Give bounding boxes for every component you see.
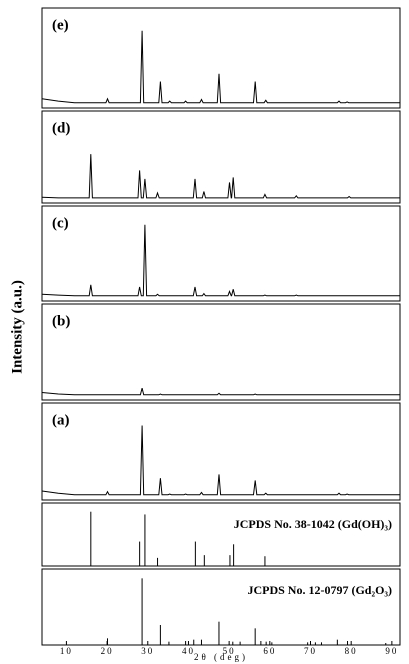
panel-label: (a)	[52, 412, 70, 428]
panel-frame	[41, 402, 401, 501]
x-tick-label: 60	[263, 646, 276, 656]
x-tick-label: 70	[304, 646, 317, 656]
x-tick-label: 40	[182, 646, 195, 656]
xrd-pattern	[41, 387, 400, 396]
panel-frame	[41, 568, 401, 646]
xrd-pattern	[41, 224, 400, 297]
panel-frame	[41, 205, 401, 302]
reference-label: JCPDS No. 12-0797 (Gd₂O₃)	[247, 583, 392, 597]
x-tick-label: 90	[385, 646, 398, 656]
xrd-pattern	[41, 154, 400, 199]
x-tick-label: 50	[223, 646, 236, 656]
xrd-pattern	[41, 425, 400, 496]
x-tick-label: 80	[345, 646, 358, 656]
reference-label: JCPDS No. 38-1042 (Gd(OH)₃)	[234, 517, 392, 531]
x-tick-label: 30	[141, 646, 154, 656]
panel-frame	[41, 303, 401, 401]
x-axis-label: 2θ (deg)	[194, 652, 248, 662]
panel-frame	[41, 7, 401, 109]
panel-label: (d)	[52, 120, 70, 136]
panel-frame	[41, 110, 401, 204]
panel-label: (c)	[52, 215, 69, 231]
x-tick-label: 10	[60, 646, 73, 656]
panel-label: (e)	[52, 17, 69, 33]
panel-label: (b)	[52, 313, 70, 329]
x-tick-label: 20	[101, 646, 114, 656]
panel-frame	[41, 502, 401, 567]
y-axis-label: Intensity (a.u.)	[9, 280, 25, 374]
xrd-pattern	[41, 30, 400, 104]
